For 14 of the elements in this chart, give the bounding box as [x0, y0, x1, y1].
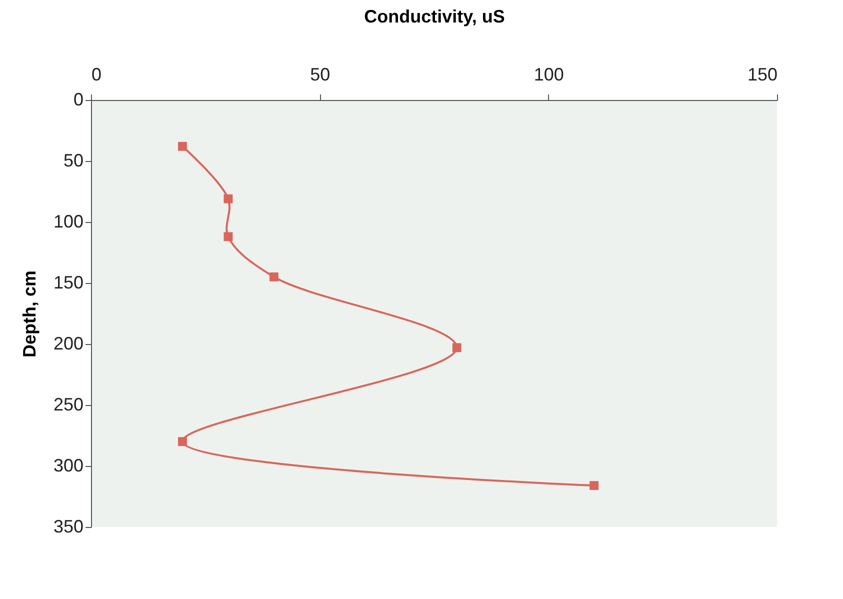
x-tick-label: 50: [310, 64, 330, 84]
y-tick-label: 350: [53, 516, 84, 536]
y-tick-label: 150: [53, 272, 84, 292]
y-tick-label: 200: [53, 334, 84, 354]
y-tick-label: 300: [53, 456, 84, 476]
y-tick-label: 50: [63, 150, 84, 170]
y-axis-title: Depth, cm: [19, 270, 40, 358]
y-tick-label: 250: [53, 394, 84, 414]
x-tick-label: 100: [534, 64, 564, 84]
x-tick-label: 150: [747, 64, 778, 84]
x-tick-label: 0: [92, 64, 102, 84]
y-tick-label: 0: [73, 90, 84, 110]
x-axis-title: Conductivity, uS: [364, 6, 505, 26]
y-tick-label: 100: [53, 212, 84, 232]
